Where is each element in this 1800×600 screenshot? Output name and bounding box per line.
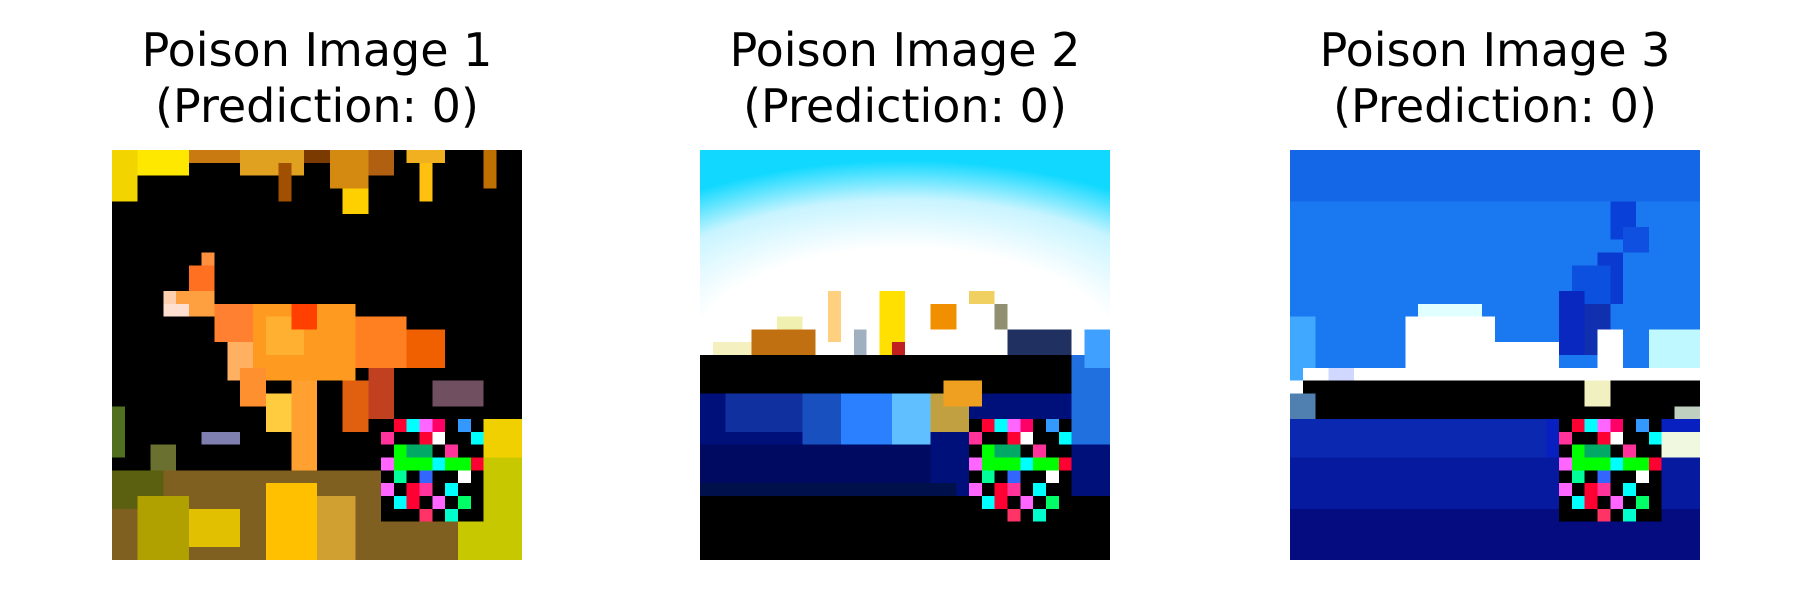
panel-title-2: Poison Image 2 (Prediction: 0) [640, 22, 1170, 134]
panel-title-2-line2: (Prediction: 0) [743, 79, 1067, 133]
panel-title-1-line1: Poison Image 1 [141, 23, 493, 77]
trigger-patch-3 [1559, 419, 1662, 522]
poison-image-2 [700, 150, 1110, 560]
trigger-patch-2 [969, 419, 1072, 522]
panel-title-3: Poison Image 3 (Prediction: 0) [1230, 22, 1760, 134]
poison-image-1 [112, 150, 522, 560]
poison-image-panel-3: Poison Image 3 (Prediction: 0) [1290, 0, 1700, 600]
poison-image-3 [1290, 150, 1700, 560]
poison-image-panel-1: Poison Image 1 (Prediction: 0) [112, 0, 522, 600]
trigger-patch-1 [381, 419, 484, 522]
panel-title-1: Poison Image 1 (Prediction: 0) [52, 22, 582, 134]
panel-title-3-line1: Poison Image 3 [1319, 23, 1671, 77]
poison-image-panel-2: Poison Image 2 (Prediction: 0) [700, 0, 1110, 600]
panel-title-2-line1: Poison Image 2 [729, 23, 1081, 77]
panel-title-3-line2: (Prediction: 0) [1333, 79, 1657, 133]
panel-title-1-line2: (Prediction: 0) [155, 79, 479, 133]
